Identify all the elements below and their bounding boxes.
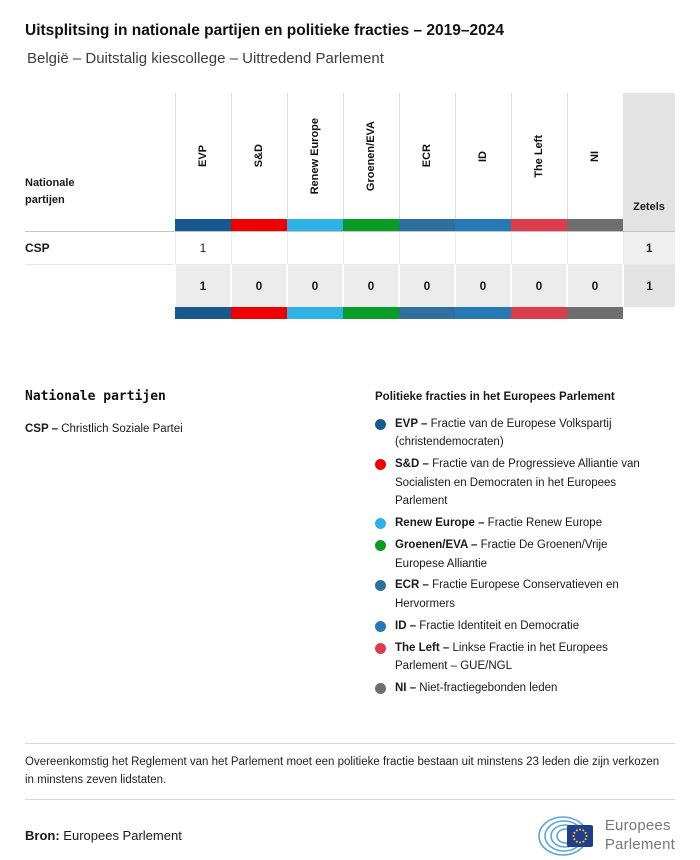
value-cell-groenen-eva	[342, 231, 399, 265]
group-color-bars-bottom	[25, 306, 675, 319]
total-cell-groenen-eva: 0	[342, 264, 399, 307]
legend-item-ni: NI – Niet-fractiegebonden leden	[375, 679, 675, 698]
party-name-cell: CSP	[25, 231, 175, 265]
row-header-cell: Nationale partijen	[25, 93, 175, 219]
page-subtitle: België – Duitstalig kiescollege – Uittre…	[27, 50, 384, 67]
legend-item-ecr: ECR – Fractie Europese Conservatieven en…	[375, 576, 675, 613]
divider-bottom	[25, 798, 675, 800]
color-bar-ni	[567, 219, 623, 231]
party-name: Christlich Soziale Partei	[61, 422, 183, 435]
row-header-label: Nationale partijen	[25, 176, 75, 206]
column-header-evp: EVP	[174, 93, 231, 219]
column-header-the-left: The Left	[510, 93, 567, 219]
ep-logo: Europees Parlement	[537, 810, 675, 860]
total-cell-the-left: 0	[510, 264, 567, 307]
seats-cell-csp: 1	[622, 231, 675, 265]
renew-europe-color-dot	[375, 518, 386, 530]
value-cell-the-left	[510, 231, 567, 265]
list-item-csp: CSP – Christlich Soziale Partei	[25, 420, 375, 438]
ep-logo-text: Europees Parlement	[604, 816, 675, 853]
ep-logo-mark	[538, 815, 593, 856]
value-cell-renew-europe	[286, 231, 343, 265]
value-cell-evp: 1	[174, 231, 231, 265]
divider-top	[25, 742, 675, 744]
legend-section: Nationale partijen CSP – Christlich Sozi…	[25, 389, 675, 701]
legend-item-groenen-eva: Groenen/EVA – Fractie De Groenen/Vrije E…	[375, 536, 675, 573]
value-cell-id	[454, 231, 511, 265]
color-bar-renew-europe	[287, 219, 343, 231]
groenen-eva-color-dot	[375, 539, 386, 551]
political-groups-legend: Politieke fracties in het Europees Parle…	[375, 389, 675, 701]
party-abbr: CSP –	[25, 422, 59, 435]
sd-color-dot	[375, 458, 386, 470]
id-color-dot	[375, 620, 386, 632]
eu-flag-icon	[566, 824, 593, 847]
group-color-bars-top	[25, 219, 675, 232]
table-header-row: Nationale partijen EVP S&D Renew Europe …	[25, 93, 675, 219]
column-header-id: ID	[454, 93, 511, 219]
page-title: Uitsplitsing in nationale partijen en po…	[25, 22, 504, 39]
legend-item-sd: S&D – Fractie van de Progressieve Allian…	[375, 455, 675, 511]
column-header-ni: NI	[566, 93, 623, 219]
column-header-zetels: Zetels	[623, 93, 675, 219]
footnote: Overeenkomstig het Reglement van het Par…	[25, 755, 660, 787]
value-cell-ecr	[398, 231, 455, 265]
column-header-ecr: ECR	[398, 93, 455, 219]
national-parties-legend: Nationale partijen CSP – Christlich Sozi…	[25, 389, 375, 701]
total-cell-ni: 0	[566, 264, 623, 307]
national-parties-title: Nationale partijen	[25, 388, 166, 404]
legend-item-the-left: The Left – Linkse Fractie in het Europee…	[375, 639, 675, 676]
table-row-csp: CSP 1 1	[25, 231, 675, 265]
legend-item-id: ID – Fractie Identiteit en Democratie	[375, 617, 675, 636]
color-bar-id	[455, 306, 511, 319]
color-bar-id	[455, 219, 511, 231]
color-bar-sd	[231, 219, 287, 231]
seats-cell-total: 1	[622, 264, 675, 307]
ni-color-dot	[375, 683, 386, 695]
color-bar-ecr	[399, 219, 455, 231]
breakdown-table: Nationale partijen EVP S&D Renew Europe …	[25, 93, 675, 319]
source-value: Europees Parlement	[63, 828, 182, 844]
legend-item-evp: EVP – Fractie van de Europese Volksparti…	[375, 415, 675, 452]
total-cell-sd: 0	[230, 264, 287, 307]
total-cell-ecr: 0	[398, 264, 455, 307]
color-bar-the-left	[511, 306, 567, 319]
evp-color-dot	[375, 418, 386, 430]
source-line: Bron: Europees Parlement	[25, 828, 182, 843]
legend-item-renew-europe: Renew Europe – Fractie Renew Europe	[375, 514, 675, 533]
color-bar-groenen-eva	[343, 219, 399, 231]
color-bar-renew-europe	[287, 306, 343, 319]
color-bar-sd	[231, 306, 287, 319]
the-left-color-dot	[375, 642, 386, 654]
color-bar-evp	[175, 219, 231, 231]
political-groups-title: Politieke fracties in het Europees Parle…	[375, 390, 615, 403]
footer: Bron: Europees Parlement	[25, 810, 675, 860]
total-cell-renew-europe: 0	[286, 264, 343, 307]
color-bar-the-left	[511, 219, 567, 231]
column-header-renew-europe: Renew Europe	[286, 93, 343, 219]
color-bar-evp	[175, 306, 231, 319]
color-bar-ecr	[399, 306, 455, 319]
value-cell-sd	[230, 231, 287, 265]
color-bar-groenen-eva	[343, 306, 399, 319]
table-row-totals: 1 0 0 0 0 0 0 0 1	[25, 264, 675, 307]
column-header-groenen-eva: Groenen/EVA	[342, 93, 399, 219]
total-cell-id: 0	[454, 264, 511, 307]
color-bar-ni	[567, 306, 623, 319]
total-cell-evp: 1	[174, 264, 231, 307]
column-header-sd: S&D	[230, 93, 287, 219]
value-cell-ni	[566, 231, 623, 265]
ecr-color-dot	[375, 580, 386, 592]
source-label: Bron:	[25, 828, 60, 844]
